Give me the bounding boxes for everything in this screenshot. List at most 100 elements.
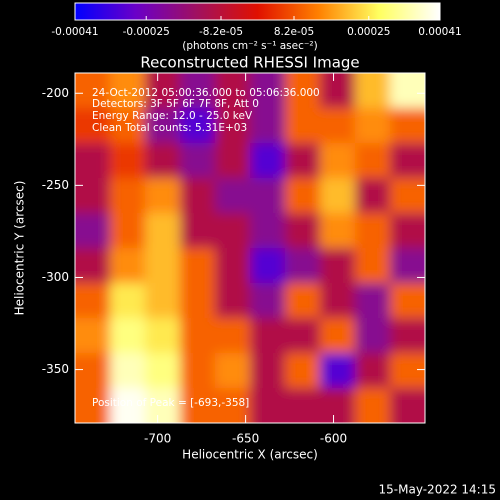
heatmap-cell	[355, 213, 391, 249]
heatmap-cell	[75, 213, 111, 249]
heatmap-cell	[145, 108, 181, 144]
heatmap-cell	[215, 283, 251, 319]
heatmap-cell	[250, 108, 286, 144]
colorbar-tick-label: -0.00025	[123, 26, 170, 38]
colorbar-label: (photons cm⁻² s⁻¹ asec⁻²)	[182, 40, 317, 52]
heatmap-cell	[250, 178, 286, 214]
heatmap-cell	[75, 283, 111, 319]
heatmap-cell	[145, 143, 181, 179]
heatmap-cell	[110, 178, 146, 214]
heatmap-cell	[320, 248, 356, 284]
heatmap-cell	[110, 143, 146, 179]
plot-frame	[74, 72, 426, 424]
heatmap-cell	[145, 318, 181, 354]
annotation: Energy Range: 12.0 - 25.0 keV	[92, 110, 253, 122]
heatmap-cell	[285, 388, 321, 423]
heatmap-cell	[285, 318, 321, 354]
heatmap-cell	[355, 73, 391, 109]
heatmap-cell	[250, 213, 286, 249]
annotation: 24-Oct-2012 05:00:36.000 to 05:06:36.000	[92, 87, 320, 99]
heatmap-cell	[145, 73, 181, 109]
heatmap-cell	[355, 108, 391, 144]
colorbar-tick-label: -8.2e-05	[199, 26, 243, 38]
heatmap-cell	[215, 213, 251, 249]
heatmap-cell	[355, 143, 391, 179]
heatmap-cell	[110, 318, 146, 354]
heatmap-cell	[285, 143, 321, 179]
heatmap-cell	[285, 213, 321, 249]
heatmap-cell	[250, 143, 286, 179]
heatmap-cell	[75, 178, 111, 214]
heatmap-cell	[110, 73, 146, 109]
heatmap-cell	[390, 283, 425, 319]
heatmap-cell	[250, 318, 286, 354]
heatmap-cell	[180, 108, 216, 144]
heatmap-cell	[180, 283, 216, 319]
heatmap-cell	[355, 353, 391, 389]
y-tick-label: -350	[42, 362, 69, 376]
heatmap-cell	[355, 178, 391, 214]
heatmap-cell	[320, 318, 356, 354]
heatmap-cell	[390, 248, 425, 284]
heatmap-cell	[390, 213, 425, 249]
colorbar-tick-label: 8.2e-05	[274, 26, 314, 38]
footer: 15-May-2022 14:15	[379, 483, 496, 497]
heatmap-cell	[75, 108, 111, 144]
heatmap-cell	[145, 213, 181, 249]
heatmap-cell	[215, 108, 251, 144]
heatmap-cell	[320, 353, 356, 389]
heatmap-cell	[110, 248, 146, 284]
heatmap-cell	[180, 318, 216, 354]
heatmap-cell	[145, 388, 181, 423]
heatmap-cell	[285, 108, 321, 144]
heatmap-cell	[285, 353, 321, 389]
heatmap-cell	[390, 73, 425, 109]
heatmap-cell	[215, 248, 251, 284]
x-axis-label: Heliocentric X (arcsec)	[182, 448, 318, 462]
heatmap-cell	[320, 388, 356, 423]
heatmap-cell	[180, 143, 216, 179]
heatmap-cell	[110, 283, 146, 319]
heatmap-cell	[180, 178, 216, 214]
chart-title: Reconstructed RHESSI Image	[140, 54, 359, 72]
colorbar-tick-label: 0.00025	[347, 26, 390, 38]
heatmap-cell	[145, 283, 181, 319]
heatmap-cell	[75, 73, 111, 109]
heatmap-cell	[355, 283, 391, 319]
heatmap-cell	[145, 353, 181, 389]
y-tick-label: -250	[42, 178, 69, 192]
y-tick-label: -300	[42, 270, 69, 284]
heatmap-cell	[215, 388, 251, 423]
heatmap-cell	[355, 248, 391, 284]
heatmap-cell	[250, 73, 286, 109]
heatmap-cell	[285, 73, 321, 109]
heatmap-cell	[320, 108, 356, 144]
heatmap-cell	[215, 178, 251, 214]
colorbar-tick-label: -0.00041	[51, 26, 98, 38]
heatmap-cell	[110, 353, 146, 389]
heatmap-cell	[250, 353, 286, 389]
heatmap-cell	[75, 388, 111, 423]
heatmap-cell	[110, 213, 146, 249]
heatmap-cell	[390, 353, 425, 389]
heatmap-cell	[250, 388, 286, 423]
x-tick-label: -600	[320, 432, 347, 446]
heatmap-cell	[390, 143, 425, 179]
x-tick-label: -700	[144, 432, 171, 446]
heatmap-cell	[215, 353, 251, 389]
heatmap-cell	[285, 248, 321, 284]
heatmap-cell	[145, 248, 181, 284]
heatmap-cell	[180, 248, 216, 284]
heatmap-cell	[110, 388, 146, 423]
heatmap-cell	[215, 318, 251, 354]
heatmap-cell	[215, 143, 251, 179]
heatmap-cell	[250, 248, 286, 284]
y-axis-label: Heliocentric Y (arcsec)	[13, 181, 27, 316]
heatmap-cell	[390, 318, 425, 354]
heatmap-cell	[285, 283, 321, 319]
annotation: Position of Peak = [-693,-358]	[92, 397, 249, 409]
heatmap-cell	[320, 283, 356, 319]
heatmap-cell	[180, 213, 216, 249]
